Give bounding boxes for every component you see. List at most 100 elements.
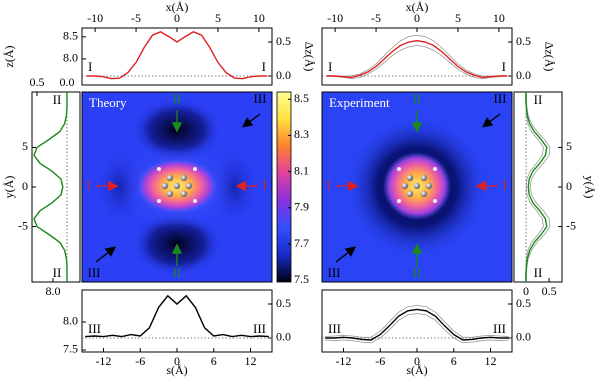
region-label: I [502,59,506,74]
x-tick-label: -12 [335,354,351,368]
y-tick-label: 8.5 [63,29,78,43]
x-tick-label: 5 [455,11,461,25]
y2-tick-label: 0.5 [516,34,531,48]
x-axis-label: s(Å) [166,363,187,377]
profile-line [325,304,509,338]
region-label: III [493,321,506,336]
x-tick-label: -10 [87,11,103,25]
region-label: II [413,265,422,280]
x-tick-label: 0 [174,11,180,25]
profile-line [525,92,544,282]
region-label: I [263,177,267,192]
profile-line [325,308,509,341]
x-axis-label: x(Å) [406,0,429,14]
panel-frame [513,91,563,283]
region-label: II [173,265,182,280]
region-label: I [503,177,507,192]
y-tick-label: 8.0 [63,51,78,65]
region-arrow [241,113,261,128]
y2-tick-label: 0.0 [516,330,531,344]
y-tick-label: 0 [566,179,572,193]
panel-frame [321,27,513,86]
map-title: Experiment [329,95,390,110]
region-label: III [253,321,266,336]
profile-line [525,92,548,282]
y2-tick-label: 0.0 [276,68,291,82]
region-label: I [327,177,331,192]
panel-frame [321,289,513,353]
colorbar-tick-label: 8.3 [294,127,309,141]
panel-frame [81,289,273,353]
region-label: III [254,91,267,106]
colorbar-tick-label: 7.5 [294,272,309,286]
region-label: I [87,177,91,192]
region-arrow [481,113,501,128]
region-label: I [88,59,92,74]
x-tick-label: -5 [131,11,141,25]
y2-tick-label: 0.0 [276,330,291,344]
y2-axis-label: Δz(Å) [302,42,316,72]
region-label: I [262,59,266,74]
y-axis-label: z(Å) [2,46,16,68]
x-tick-label: 0 [174,354,180,368]
x-tick-label: 5 [215,11,221,25]
y-tick-label: 7.5 [63,342,78,356]
map-frame [321,91,513,283]
colorbar-tick-label: 8.5 [294,91,309,105]
x-tick-label: -10 [327,11,343,25]
x-tick-label: 0.5 [542,284,557,298]
x-tick-label: -5 [371,11,381,25]
x-tick-label: 0.5 [29,75,44,89]
y2-tick-label: 0.5 [276,34,291,48]
x-tick-label: 0 [414,11,420,25]
y2-tick-label: 0.5 [276,296,291,310]
map-title: Theory [89,95,127,110]
profile-line [33,92,68,282]
y-tick-label: 5 [566,139,572,153]
y-axis-label: y(Å) [2,176,16,199]
region-label: II [534,265,543,280]
map-frame [81,91,273,283]
y2-tick-label: 0.0 [516,68,531,82]
x-tick-label: 10 [493,11,505,25]
region-label: II [53,265,62,280]
x-tick-label: 6 [211,354,217,368]
x-tick-label: 0 [523,284,529,298]
y-axis-label: y(Å) [582,176,596,199]
y-tick-label: 8.0 [63,314,78,328]
panel-frame [31,91,81,283]
colorbar-tick-label: 7.9 [294,200,309,214]
x-tick-label: -6 [135,354,145,368]
profile-line [326,44,508,80]
x-axis-label: x(Å) [166,0,189,14]
profile-line [326,39,508,79]
region-label: III [328,321,341,336]
region-label: II [173,91,182,106]
x-tick-label: -6 [375,354,385,368]
profile-line [86,31,268,80]
x-tick-label: 0.0 [59,75,74,89]
x-tick-label: 0 [414,354,420,368]
x-tick-label: 10 [253,11,265,25]
panel-frame [81,27,273,86]
x-tick-label: -12 [95,354,111,368]
region-label: III [328,265,341,280]
region-label: I [328,59,332,74]
x-tick-label: 12 [245,354,257,368]
region-arrow [335,246,357,263]
y-tick-label: -5 [18,218,28,232]
profile-line [325,313,509,344]
colorbar-tick-label: 8.1 [294,163,309,177]
y-tick-label: 5 [22,139,28,153]
x2-tick-label: 8.0 [46,284,61,298]
x-tick-label: 12 [485,354,497,368]
profile-line [85,294,269,338]
region-label: II [53,92,62,107]
colorbar [276,91,292,283]
y-tick-label: 0 [22,179,28,193]
region-label: III [494,91,507,106]
profile-line [326,34,508,77]
region-label: III [88,321,101,336]
region-label: III [88,265,101,280]
